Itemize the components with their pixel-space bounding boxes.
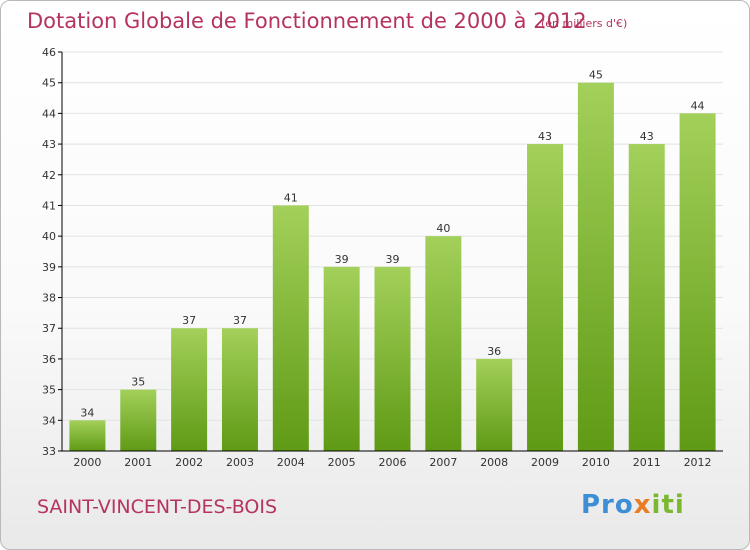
value-label: 37 [182,314,196,327]
y-tick-label: 46 [42,46,56,59]
x-tick-label: 2001 [124,456,152,469]
bar-2000 [69,420,106,451]
bar-2005 [323,266,360,451]
value-label: 43 [538,130,552,143]
x-tick-label: 2011 [633,456,661,469]
x-tick-label: 2010 [582,456,610,469]
bar-2009 [527,144,564,452]
x-tick-label: 2006 [379,456,407,469]
value-label: 44 [691,99,705,112]
y-tick-label: 36 [42,353,56,366]
y-tick-label: 39 [42,261,56,274]
y-tick-label: 41 [42,199,56,212]
bar-2011 [628,144,665,452]
chart-title: Dotation Globale de Fonctionnement de 20… [27,9,587,33]
y-tick-label: 37 [42,322,56,335]
bar-2003 [221,328,258,451]
value-label: 37 [233,314,247,327]
value-label: 39 [386,253,400,266]
y-tick-label: 45 [42,77,56,90]
x-tick-label: 2012 [684,456,712,469]
x-tick-label: 2003 [226,456,254,469]
x-tick-label: 2007 [429,456,457,469]
bar-2010 [577,82,614,451]
y-tick-label: 34 [42,414,56,427]
x-tick-label: 2009 [531,456,559,469]
x-tick-label: 2005 [328,456,356,469]
x-tick-label: 2000 [73,456,101,469]
bar-2006 [374,266,411,451]
y-tick-label: 33 [42,445,56,458]
value-label: 45 [589,69,603,82]
chart-unit: (en milliers d'€) [541,17,628,30]
y-tick-label: 43 [42,138,56,151]
value-label: 36 [487,345,501,358]
proxiti-logo: Proxiti [581,490,685,520]
x-tick-label: 2004 [277,456,305,469]
bar-2012 [679,113,716,451]
x-tick-label: 2002 [175,456,203,469]
x-tick-label: 2008 [480,456,508,469]
value-label: 41 [284,191,298,204]
y-tick-label: 35 [42,384,56,397]
y-tick-label: 44 [42,107,56,120]
value-label: 43 [640,130,654,143]
bar-2007 [425,236,462,451]
bar-2001 [120,389,157,451]
y-tick-label: 42 [42,169,56,182]
value-label: 35 [131,376,145,389]
value-label: 40 [436,222,450,235]
bar-2008 [476,358,513,451]
value-label: 34 [80,406,94,419]
y-tick-label: 40 [42,230,56,243]
y-tick-label: 38 [42,292,56,305]
bar-2002 [171,328,208,451]
commune-name: SAINT-VINCENT-DES-BOIS [37,496,278,518]
value-label: 39 [335,253,349,266]
bar-2004 [272,205,309,451]
